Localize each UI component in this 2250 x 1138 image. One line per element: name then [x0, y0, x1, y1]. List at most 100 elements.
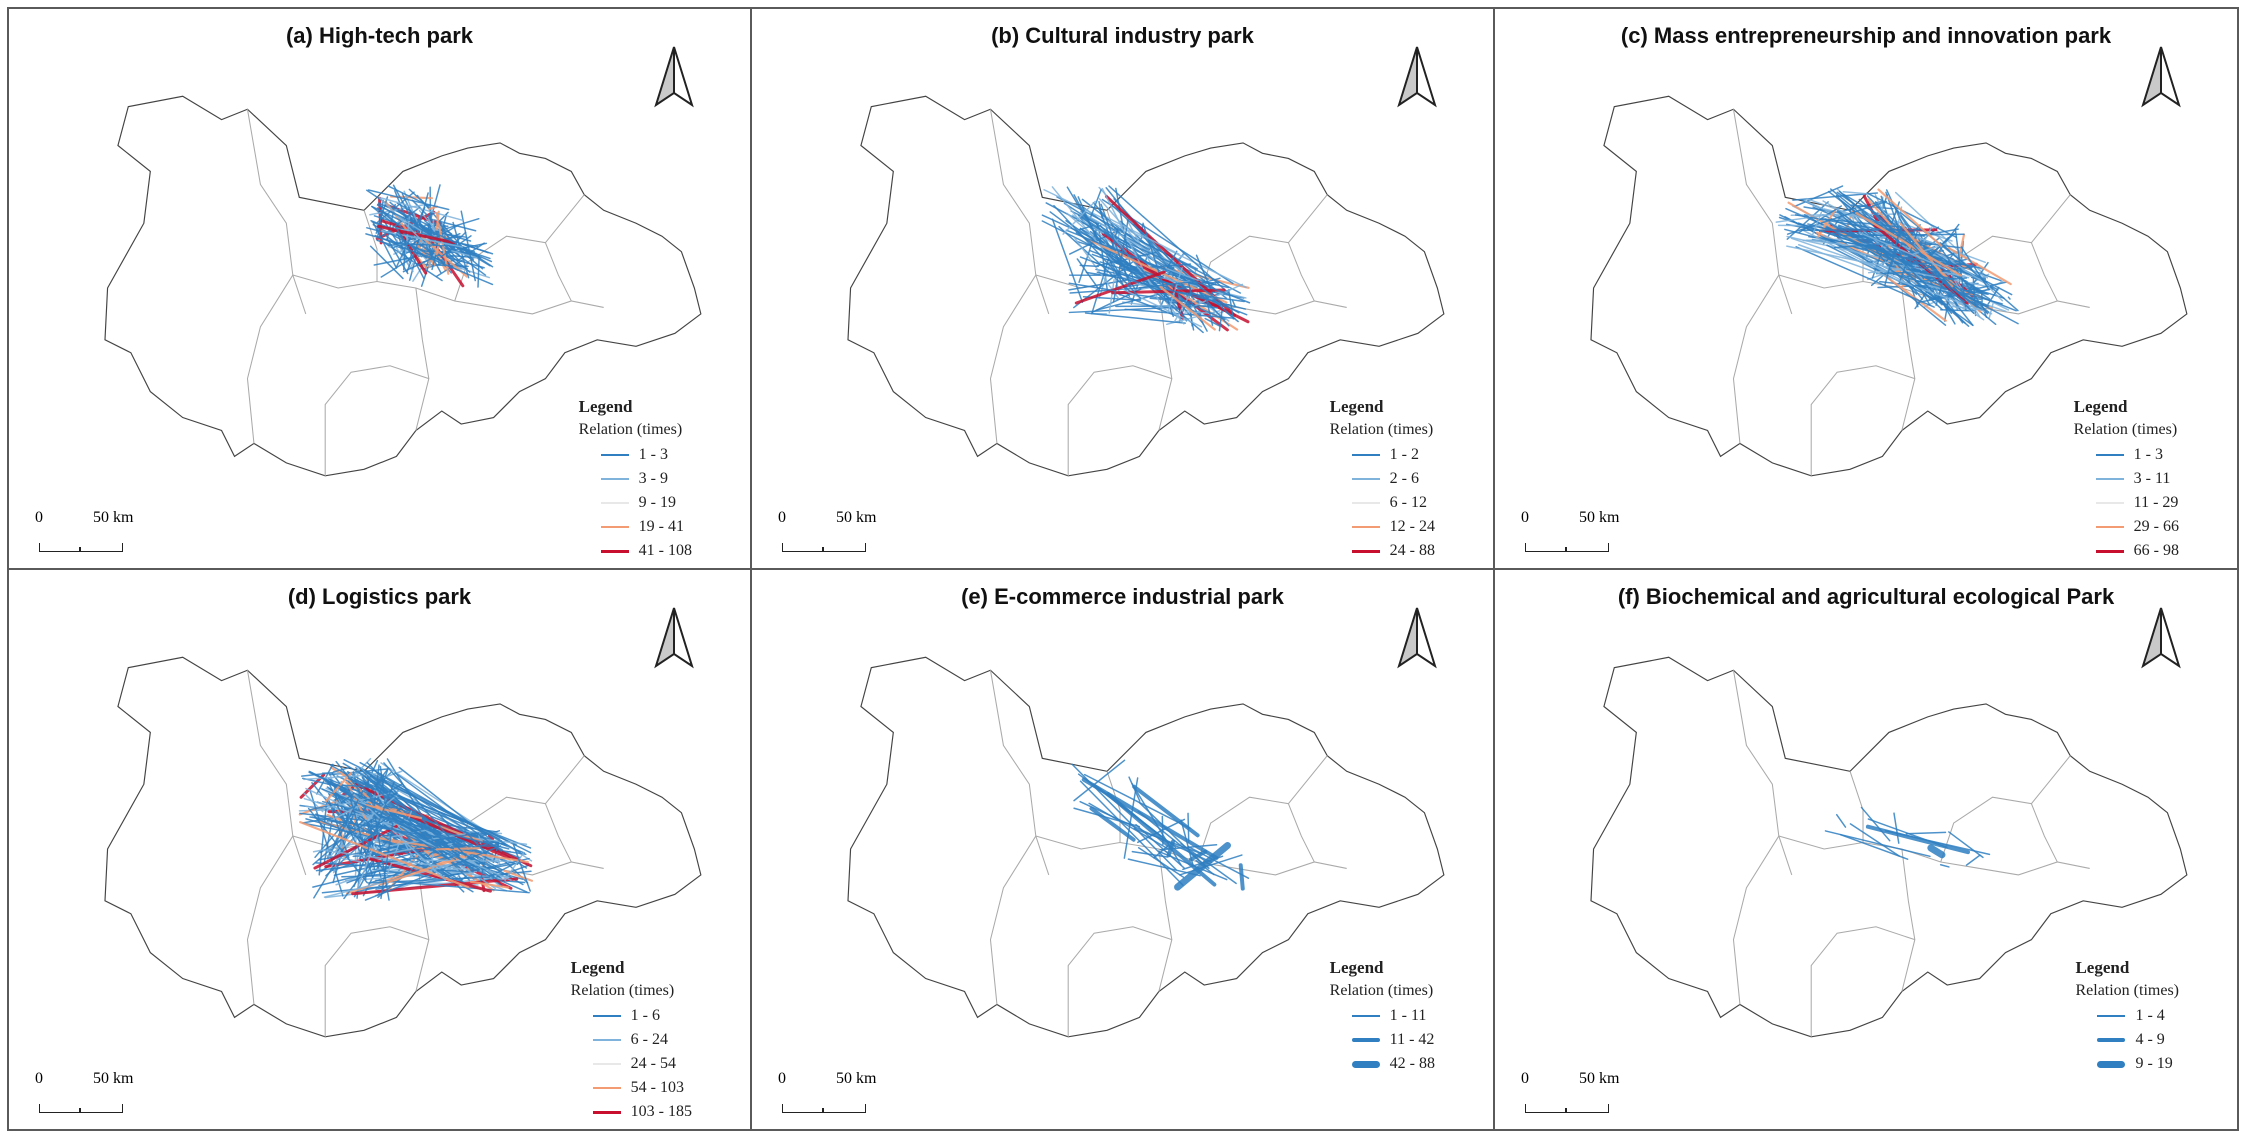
- district-boundary: [1979, 300, 2090, 315]
- flow-line: [476, 844, 501, 848]
- flow-line: [1180, 819, 1194, 866]
- flow-line: [1939, 246, 1989, 315]
- legend-range-label: 19 - 41: [638, 518, 684, 535]
- legend-swatch: [2097, 1034, 2126, 1046]
- flow-line: [1074, 237, 1120, 299]
- flow-line: [435, 847, 481, 851]
- map-canvas: [1590, 95, 2188, 477]
- legend-row: 6 - 12: [1330, 491, 1435, 515]
- flow-line: [1816, 207, 1838, 239]
- legend-swatch: [2095, 473, 2124, 485]
- panel-f: (f) Biochemical and agricultural ecologi…: [1493, 568, 2239, 1131]
- legend-row: 9 - 19: [2075, 1052, 2179, 1076]
- legend-heading: Legend: [578, 397, 633, 416]
- flow-line: [381, 206, 421, 237]
- flow-line: [1949, 283, 2017, 312]
- district-boundary: [363, 210, 378, 282]
- district-boundary: [246, 274, 294, 444]
- district-boundary: [324, 365, 429, 476]
- flow-line: [1166, 839, 1176, 858]
- flow-line: [512, 843, 531, 892]
- flow-line: [1128, 776, 1141, 802]
- flow-line: [380, 197, 464, 222]
- region-outline: [847, 95, 1445, 477]
- district-boundary: [1287, 803, 1315, 863]
- flow-line: [1049, 211, 1133, 274]
- scale-bar: 0 50 km: [778, 509, 888, 555]
- flow-line: [342, 762, 430, 815]
- legend-range-label: 11 - 29: [2133, 494, 2179, 511]
- legend-swatch: [2095, 521, 2124, 533]
- flow-line: [1833, 241, 1904, 249]
- legend-range-label: 9 - 19: [2135, 1055, 2173, 1072]
- flow-line: [375, 879, 530, 894]
- panel-title: (a) High-tech park: [285, 23, 474, 48]
- legend-row: 24 - 88: [1330, 539, 1435, 563]
- legend-range-label: 6 - 12: [1389, 494, 1427, 511]
- flow-line: [1084, 312, 1186, 324]
- flow-line: [426, 236, 491, 260]
- legend-row: 1 - 4: [2075, 1004, 2179, 1028]
- flow-line: [1965, 282, 1991, 300]
- flow-line: [1890, 268, 1935, 301]
- flow-line: [427, 217, 436, 234]
- legend-swatch: [1351, 1010, 1380, 1022]
- base-map: [1590, 95, 2188, 477]
- flow-line: [373, 785, 416, 862]
- panel-b: (b) Cultural industry park Legend Relati…: [750, 7, 1495, 570]
- legend-row: 1 - 11: [1330, 1004, 1435, 1028]
- flow-line: [307, 807, 368, 884]
- flow-line: [315, 862, 475, 873]
- flow-line: [353, 781, 395, 888]
- flow-line: [1096, 271, 1247, 310]
- scale-bar-line: [1525, 1104, 1609, 1113]
- scale-bar-line: [782, 543, 866, 552]
- flow-line: [380, 230, 464, 248]
- legend-row: 1 - 3: [579, 443, 692, 467]
- legend-swatch: [600, 449, 629, 461]
- legend-swatch: [2097, 1058, 2126, 1070]
- north-arrow-icon: [654, 607, 694, 669]
- flow-line: [394, 772, 503, 852]
- legend-row: 2 - 6: [1330, 467, 1435, 491]
- flow-line: [1846, 220, 1970, 327]
- base-map: [847, 656, 1445, 1038]
- flow-line: [1100, 203, 1132, 287]
- flow-line: [479, 851, 488, 882]
- flow-line: [503, 869, 534, 882]
- legend-row: 12 - 24: [1330, 515, 1435, 539]
- legend-swatch: [1351, 497, 1380, 509]
- flow-line: [1860, 806, 1891, 842]
- flow-line: [364, 803, 423, 820]
- flow-line: [1842, 191, 1868, 195]
- district-boundary: [989, 274, 1037, 444]
- legend-swatch: [2095, 545, 2124, 557]
- district-boundary: [1067, 926, 1172, 1037]
- flow-line: [1187, 812, 1190, 844]
- scale-zero: 0: [778, 1070, 786, 1087]
- flow-line: [1140, 224, 1144, 240]
- legend-heading: Legend: [1329, 397, 1384, 416]
- flow-line: [303, 774, 365, 781]
- legend-row: 4 - 9: [2075, 1028, 2179, 1052]
- district-boundary: [1940, 755, 2071, 863]
- flow-line: [1090, 189, 1102, 218]
- flow-line: [351, 877, 519, 896]
- legend-heading: Legend: [570, 958, 625, 977]
- district-boundary: [989, 835, 1037, 1005]
- legend-range-label: 42 - 88: [1389, 1055, 1435, 1072]
- flow-line: [380, 215, 412, 264]
- legend-range-label: 66 - 98: [2133, 542, 2179, 559]
- flow-line: [460, 245, 494, 268]
- flow-line: [1131, 850, 1169, 858]
- legend-subtitle: Relation (times): [2073, 421, 2178, 438]
- flow-line: [332, 798, 356, 874]
- flow-line: [1867, 818, 1948, 849]
- scale-bar: 0 50 km: [1521, 509, 1631, 555]
- flow-line: [1865, 824, 1970, 855]
- flow-line: [347, 777, 489, 835]
- flow-line: [1935, 278, 1945, 306]
- legend-row: 3 - 11: [2074, 467, 2179, 491]
- district-boundary: [1778, 835, 1980, 869]
- flow-line: [1884, 225, 1902, 287]
